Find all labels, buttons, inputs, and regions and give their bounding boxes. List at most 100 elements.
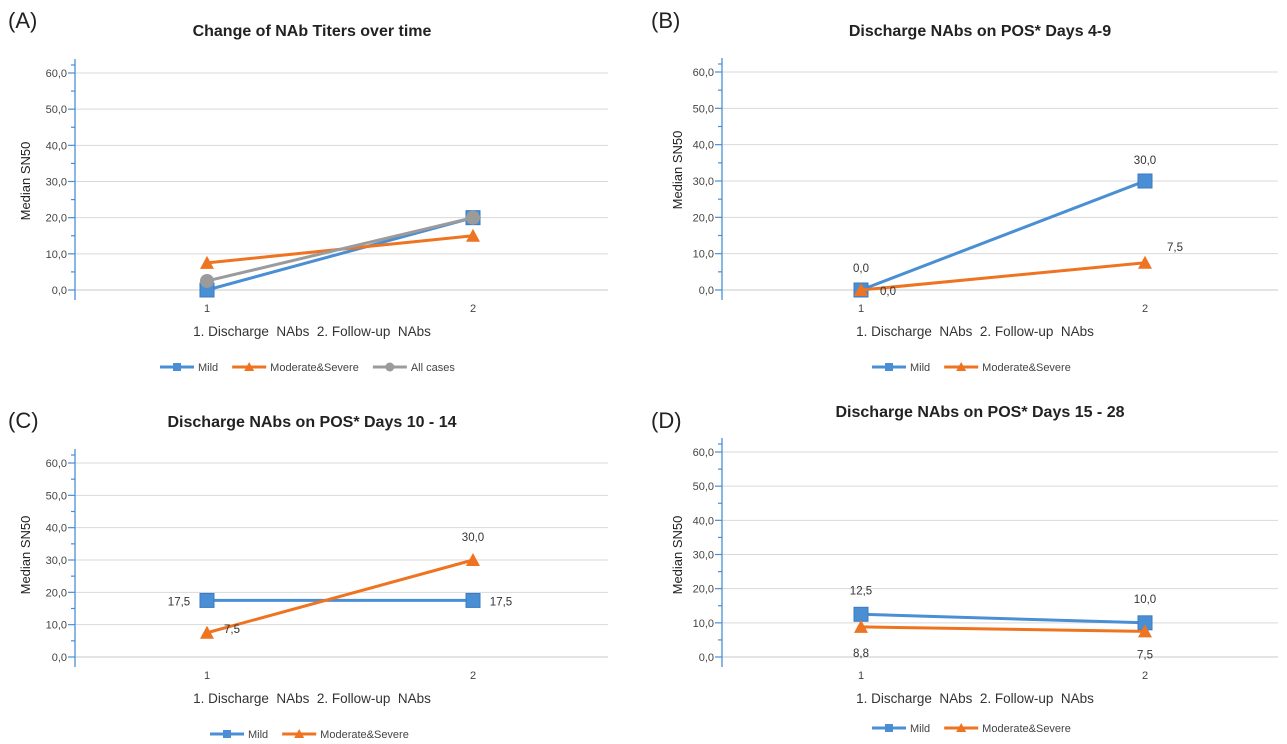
- series-line-mild: [860, 179, 1146, 292]
- chart-title: Discharge NAbs on POS* Days 4-9: [849, 23, 1111, 40]
- data-point-marker: [466, 210, 480, 225]
- y-tick-label: 30,0: [693, 550, 714, 562]
- y-tick-label: 0,0: [52, 652, 67, 664]
- legend-label: Moderate&Severe: [320, 729, 409, 739]
- y-tick-label: 10,0: [46, 249, 67, 261]
- series-line-moderate-severe: [860, 625, 1146, 633]
- y-tick-label: 50,0: [693, 103, 714, 115]
- y-tick-label: 60,0: [46, 458, 67, 470]
- x-axis-label: 1. Discharge NAbs 2. Follow-up NAbs: [193, 691, 431, 706]
- legend-marker: [173, 363, 181, 371]
- legend-label: Mild: [910, 723, 930, 735]
- chart-panel-d: (D) Discharge NAbs on POS* Days 15 - 28 0,…: [651, 404, 1278, 735]
- legend-marker: [885, 363, 893, 371]
- chart-panel-b: (B) Discharge NAbs on POS* Days 4-90,010,…: [651, 8, 1278, 374]
- legend-marker: [385, 362, 395, 372]
- y-tick-label: 20,0: [46, 587, 67, 599]
- data-label: 17,5: [490, 596, 512, 608]
- x-tick-label: 2: [1142, 303, 1148, 315]
- y-tick-label: 20,0: [693, 212, 714, 224]
- x-axis-label: 1. Discharge NAbs 2. Follow-up NAbs: [856, 691, 1094, 706]
- data-point-marker: [1138, 255, 1152, 269]
- y-tick-label: 60,0: [693, 447, 714, 459]
- x-axis-label: 1. Discharge NAbs 2. Follow-up NAbs: [856, 324, 1094, 339]
- legend-marker: [244, 362, 255, 371]
- y-tick-label: 0,0: [699, 285, 714, 297]
- y-tick-label: 60,0: [693, 67, 714, 79]
- legend-marker: [294, 729, 305, 738]
- legend-label: Mild: [248, 729, 268, 739]
- data-point-marker: [200, 255, 214, 269]
- data-label: 7,5: [1167, 242, 1183, 254]
- panel-label: (B): [651, 8, 680, 33]
- y-tick-label: 20,0: [46, 213, 67, 225]
- y-tick-label: 40,0: [46, 140, 67, 152]
- chart-title: Discharge NAbs on POS* Days 10 - 14: [168, 414, 457, 431]
- y-tick-label: 40,0: [693, 140, 714, 152]
- panel-label: (C): [8, 408, 39, 433]
- y-tick-label: 40,0: [46, 523, 67, 535]
- data-label: 8,8: [853, 648, 869, 660]
- legend-label: Moderate&Severe: [982, 362, 1071, 374]
- legend-marker: [956, 723, 967, 732]
- data-label: 7,5: [1137, 649, 1153, 661]
- legend-label: Mild: [910, 362, 930, 374]
- y-tick-label: 0,0: [699, 652, 714, 664]
- data-label: 12,5: [850, 585, 872, 597]
- y-axis-label: Median SN50: [670, 131, 685, 210]
- series-line-moderate-severe: [206, 558, 474, 635]
- data-point-marker: [199, 592, 215, 608]
- y-tick-label: 10,0: [46, 620, 67, 632]
- x-axis-label: 1. Discharge NAbs 2. Follow-up NAbs: [193, 324, 431, 339]
- data-point-marker: [1138, 624, 1152, 638]
- series-line-all-cases: [206, 216, 474, 283]
- y-tick-label: 40,0: [693, 515, 714, 527]
- data-point-marker: [854, 619, 868, 633]
- y-axis-label: Median SN50: [18, 142, 33, 221]
- data-point-marker: [1137, 173, 1153, 189]
- series-line-moderate-severe: [860, 261, 1146, 292]
- data-label: 30,0: [462, 532, 484, 544]
- panel-label: (D): [651, 408, 682, 433]
- data-label: 7,5: [224, 624, 240, 636]
- y-tick-label: 20,0: [693, 584, 714, 596]
- legend-marker: [223, 730, 231, 738]
- y-tick-label: 10,0: [693, 618, 714, 630]
- data-label: 10,0: [1134, 594, 1156, 606]
- legend-marker: [956, 362, 967, 371]
- y-tick-label: 30,0: [46, 555, 67, 567]
- legend-label: Mild: [198, 362, 218, 374]
- x-tick-label: 2: [470, 670, 476, 682]
- legend-label: All cases: [411, 362, 456, 374]
- x-tick-label: 2: [470, 303, 476, 315]
- chart-title: Discharge NAbs on POS* Days 15 - 28: [836, 404, 1125, 421]
- data-point-marker: [200, 625, 214, 639]
- panel-label: (A): [8, 8, 37, 33]
- y-tick-label: 30,0: [46, 177, 67, 189]
- data-label: 0,0: [853, 263, 869, 275]
- data-point-marker: [466, 228, 480, 242]
- data-label: 0,0: [880, 286, 896, 298]
- legend-label: Moderate&Severe: [270, 362, 359, 374]
- y-tick-label: 10,0: [693, 249, 714, 261]
- x-tick-label: 2: [1142, 670, 1148, 682]
- data-point-marker: [854, 283, 868, 296]
- x-tick-label: 1: [858, 303, 864, 315]
- series-line-mild: [860, 612, 1146, 625]
- chart-panel-a: (A) Change of NAb Titers over time 0,0 10,0…: [8, 8, 608, 374]
- y-tick-label: 30,0: [693, 176, 714, 188]
- data-label: 30,0: [1134, 155, 1156, 167]
- y-tick-label: 0,0: [52, 285, 67, 297]
- legend-marker: [885, 724, 893, 732]
- y-tick-label: 60,0: [46, 68, 67, 80]
- data-label: 17,5: [168, 596, 190, 608]
- x-tick-label: 1: [204, 670, 210, 682]
- y-tick-label: 50,0: [46, 490, 67, 502]
- legend-label: Moderate&Severe: [982, 723, 1071, 735]
- data-point-marker: [465, 592, 481, 608]
- data-point-marker: [466, 553, 480, 566]
- y-axis-label: Median SN50: [18, 516, 33, 595]
- chart-panel-c: (C) Discharge NAbs on POS* Days 10 - 14 0,…: [8, 408, 608, 741]
